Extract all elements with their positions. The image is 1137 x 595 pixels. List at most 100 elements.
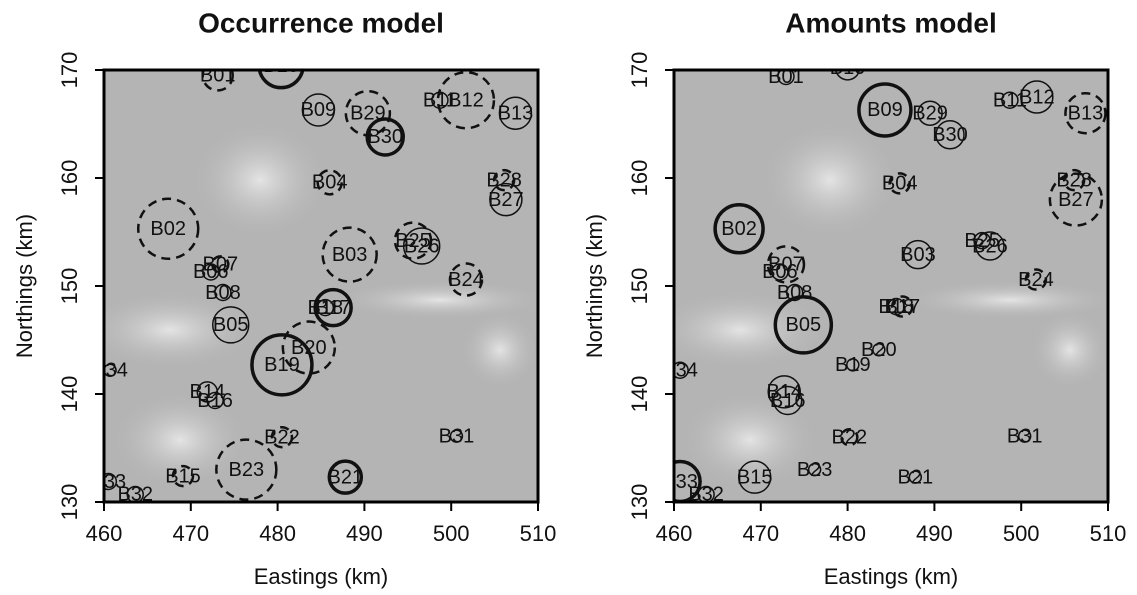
- point: [771, 263, 789, 281]
- point-label: B02: [150, 218, 186, 240]
- y-tick-label: 150: [627, 268, 652, 305]
- point: [250, 333, 314, 397]
- chart-title: Amounts model: [785, 7, 997, 38]
- point-label: B04: [312, 172, 348, 194]
- point-label: B22: [832, 426, 868, 448]
- point-label: B22: [264, 426, 300, 448]
- point-label: B03: [900, 244, 936, 266]
- y-tick-label: 140: [57, 376, 82, 413]
- point: [202, 263, 220, 281]
- x-tick-label: 510: [1090, 521, 1127, 546]
- point: [846, 358, 860, 372]
- y-axis-label: Northings (km): [12, 214, 37, 358]
- point-label: B25: [964, 230, 1000, 252]
- point: [857, 82, 913, 138]
- x-axis-label: Eastings (km): [254, 564, 388, 589]
- point-label: B23: [797, 459, 833, 481]
- point-label: B24: [1018, 269, 1054, 291]
- point-label: B20: [861, 339, 897, 361]
- point: [772, 385, 803, 416]
- point: [402, 227, 441, 265]
- point: [316, 169, 343, 196]
- point-label: B32: [117, 484, 153, 506]
- point: [215, 438, 278, 501]
- point: [327, 459, 364, 495]
- point-label: B16: [197, 390, 233, 412]
- point-label: B30: [367, 126, 403, 148]
- point: [301, 93, 336, 127]
- x-tick-label: 480: [829, 521, 866, 546]
- point: [1017, 429, 1032, 443]
- point-label: B10: [830, 57, 866, 79]
- x-tick-label: 490: [346, 521, 383, 546]
- point-label: B15: [737, 466, 773, 488]
- point-label: B29: [912, 102, 948, 124]
- point: [126, 485, 144, 502]
- point-label: B09: [867, 99, 903, 121]
- point: [773, 295, 834, 355]
- point: [270, 425, 294, 449]
- point: [206, 391, 224, 410]
- point-label: B12: [1019, 86, 1055, 108]
- point-label: B21: [898, 466, 934, 488]
- point-label: B03: [332, 244, 368, 266]
- point-label: B23: [229, 459, 265, 481]
- point-label: B27: [1058, 189, 1094, 211]
- point-label: B05: [213, 314, 249, 336]
- point: [448, 262, 484, 297]
- y-tick-label: 170: [57, 52, 82, 89]
- point-label: B18: [878, 296, 914, 318]
- point-label: B27: [488, 189, 524, 211]
- point-label: B07: [203, 254, 239, 276]
- x-tick-label: 500: [433, 521, 470, 546]
- point: [257, 70, 305, 90]
- point: [489, 182, 523, 217]
- point: [697, 485, 715, 502]
- point-label: B11: [423, 90, 457, 112]
- chart-title: Occurrence model: [198, 7, 444, 38]
- point: [891, 295, 914, 318]
- point-label: B02: [721, 218, 757, 240]
- y-tick-label: 170: [627, 52, 652, 89]
- point-label: B26: [404, 235, 440, 257]
- point: [316, 298, 335, 317]
- point-label: B32: [688, 484, 724, 506]
- point: [313, 287, 353, 328]
- point-label: B16: [770, 390, 806, 412]
- point: [887, 297, 905, 316]
- point: [1024, 268, 1048, 291]
- point: [835, 70, 861, 81]
- point: [903, 239, 933, 270]
- point-label: B34: [662, 360, 698, 382]
- point: [1048, 172, 1104, 227]
- point-label: B26: [972, 235, 1008, 257]
- point-label: B05: [786, 314, 822, 336]
- x-tick-label: 460: [86, 521, 123, 546]
- point: [104, 472, 118, 491]
- point: [777, 70, 795, 86]
- point: [214, 283, 232, 302]
- y-tick-label: 140: [627, 376, 652, 413]
- point: [171, 464, 195, 488]
- point: [393, 221, 433, 260]
- point-label: B19: [264, 354, 300, 376]
- background-1: [674, 70, 1108, 502]
- point: [935, 120, 965, 150]
- point: [201, 70, 234, 92]
- point-label: B13: [1068, 102, 1104, 124]
- point: [281, 320, 337, 375]
- point-label: B21: [328, 466, 364, 488]
- point-label: B06: [193, 261, 229, 283]
- point-label: B34: [92, 360, 128, 382]
- point: [449, 429, 464, 443]
- point: [436, 70, 496, 130]
- point-label: B24: [448, 269, 484, 291]
- point-label: B31: [1007, 425, 1043, 447]
- point: [674, 361, 689, 379]
- x-tick-label: 510: [520, 521, 557, 546]
- point: [1062, 168, 1086, 192]
- x-axis-label: Eastings (km): [824, 564, 958, 589]
- point: [211, 306, 250, 344]
